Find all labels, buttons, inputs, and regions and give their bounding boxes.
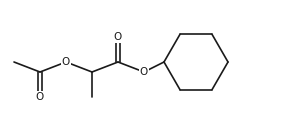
Text: O: O: [140, 67, 148, 77]
Text: O: O: [36, 92, 44, 102]
Text: O: O: [114, 32, 122, 42]
Text: O: O: [62, 57, 70, 67]
